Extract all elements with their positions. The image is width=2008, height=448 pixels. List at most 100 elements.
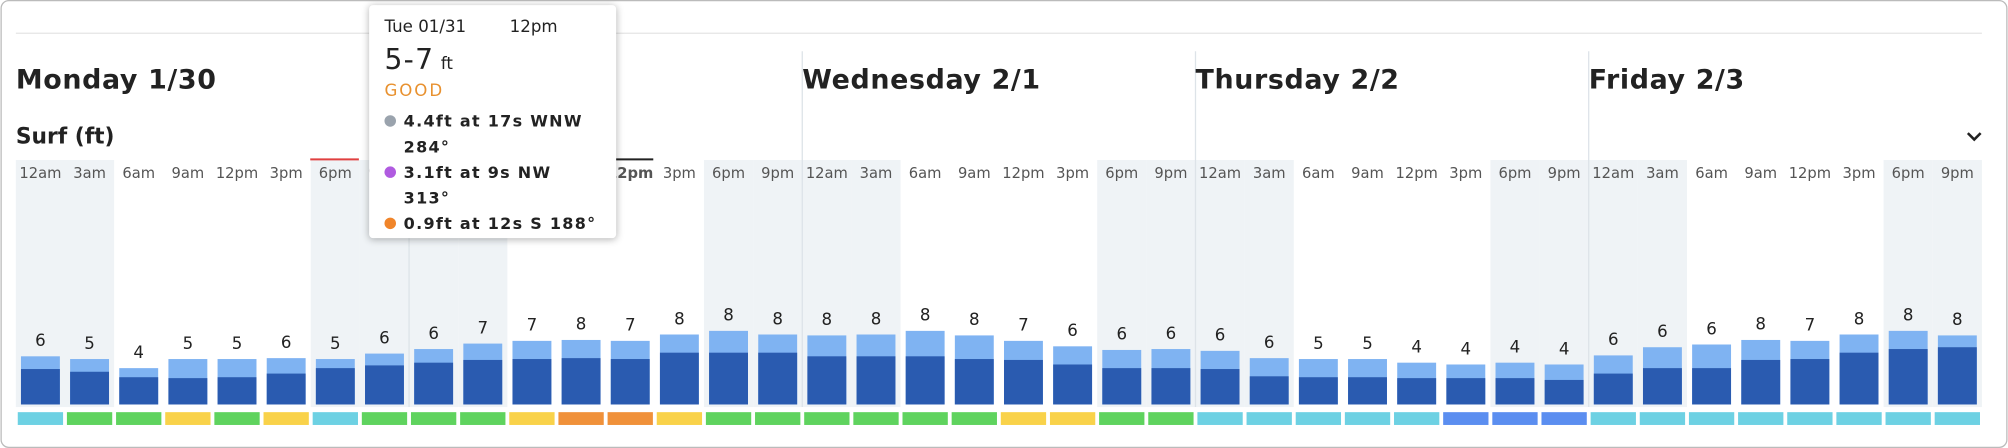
bar-min — [1495, 378, 1535, 405]
bar-label: 8 — [1903, 306, 1914, 325]
x-tick-label: 12am — [19, 165, 61, 182]
bar-min — [168, 378, 208, 405]
bar-label: 8 — [871, 309, 882, 328]
bar-min — [905, 356, 945, 405]
bar-label: 7 — [1805, 316, 1816, 335]
bar-label: 5 — [1313, 334, 1324, 353]
collapse-chevron[interactable] — [1966, 132, 1982, 142]
condition — [165, 412, 211, 425]
x-tick-label: 12am — [1592, 165, 1634, 182]
condition — [1492, 412, 1538, 425]
tooltip-wrap: Tue 01/31 12pm 5-7 ft GOOD 4.4ft at 17s … — [369, 5, 617, 239]
condition — [558, 412, 604, 425]
swell-text: 3.1ft at 9s NW 313° — [403, 162, 552, 208]
bar-label: 6 — [1166, 324, 1177, 343]
x-tick-label: 3am — [73, 165, 106, 182]
condition — [1541, 412, 1587, 425]
bar-min — [659, 352, 699, 405]
bar-label: 8 — [576, 315, 587, 334]
bar-label: 6 — [35, 331, 46, 350]
condition — [17, 412, 64, 425]
x-tick-label: 6pm — [1892, 165, 1925, 182]
bar-min — [807, 356, 847, 405]
condition — [1443, 412, 1489, 425]
condition — [1394, 412, 1440, 425]
condition — [1639, 412, 1686, 425]
condition — [66, 412, 113, 425]
bar-label: 8 — [969, 310, 980, 329]
bar-min — [1888, 349, 1928, 405]
bar-min — [1200, 369, 1240, 405]
x-tick-label: 6pm — [712, 165, 745, 182]
condition — [1295, 412, 1342, 425]
condition — [607, 412, 653, 425]
tooltip-head: Tue 01/31 12pm — [384, 18, 600, 37]
x-tick-label: 9am — [172, 165, 205, 182]
x-tick-label: 12pm — [1395, 165, 1437, 182]
condition — [1934, 412, 1980, 425]
swell-dot — [384, 115, 396, 127]
bar-label: 6 — [1706, 319, 1717, 338]
swell: 0.9ft at 12s S 188° — [384, 211, 600, 237]
condition — [509, 412, 555, 425]
x-tick-label: 9am — [1744, 165, 1777, 182]
condition — [1099, 412, 1145, 425]
bar-min — [758, 352, 798, 405]
bar-min — [20, 369, 60, 405]
x-tick-label: 3pm — [1843, 165, 1876, 182]
condition — [853, 412, 899, 425]
bar-label: 8 — [723, 306, 734, 325]
bar-min — [1102, 368, 1142, 405]
condition — [755, 412, 801, 425]
swell-dot — [384, 166, 396, 178]
x-tick-label: 9pm — [1154, 165, 1187, 182]
tooltip-unit: ft — [440, 55, 453, 75]
day-heading: Friday 2/3 — [1589, 64, 1745, 95]
tooltip-time: 12pm — [509, 17, 558, 38]
bar-label: 4 — [133, 343, 144, 362]
condition — [460, 412, 506, 425]
x-tick-label: 6am — [122, 165, 155, 182]
day-heading: Wednesday 2/1 — [802, 64, 1040, 95]
bar-min — [1151, 368, 1191, 405]
x-tick-label: 9pm — [1941, 165, 1974, 182]
x-tick-label: 3pm — [270, 165, 303, 182]
x-tick-label: 6pm — [1105, 165, 1138, 182]
tooltip-height: 5-7 ft — [384, 45, 600, 77]
swell-list: 4.4ft at 17s WNW 284° 3.1ft at 9s NW 313°… — [384, 109, 600, 237]
swell: 4.4ft at 17s WNW 284° — [384, 109, 600, 160]
condition — [1590, 412, 1636, 425]
condition — [263, 412, 309, 425]
bar-min — [1446, 378, 1486, 405]
condition — [1688, 412, 1735, 425]
x-tick-label: 6pm — [1498, 165, 1531, 182]
day-heading: Monday 1/30 — [16, 64, 217, 95]
bar-label: 6 — [1116, 325, 1127, 344]
bar-min — [1937, 347, 1977, 405]
x-tick-label: 6pm — [319, 165, 352, 182]
condition — [410, 412, 457, 425]
swell-dot — [384, 217, 396, 230]
bar-min — [1593, 373, 1633, 405]
bar-label: 8 — [1952, 310, 1963, 329]
bar-label: 5 — [1362, 334, 1373, 353]
bar-label: 5 — [330, 334, 341, 353]
bar-label: 8 — [674, 309, 685, 328]
condition — [361, 412, 408, 425]
bar-label: 7 — [1018, 316, 1029, 335]
bar-label: 6 — [1608, 330, 1619, 349]
swell-text: 0.9ft at 12s S 188° — [403, 213, 597, 233]
condition — [902, 412, 948, 425]
x-tick-label: 6am — [909, 165, 942, 182]
bar-min — [414, 362, 454, 405]
day-heading: Thursday 2/2 — [1195, 64, 1399, 95]
bar-label: 5 — [183, 334, 194, 353]
bar-label: 7 — [625, 316, 636, 335]
condition — [116, 412, 162, 425]
condition — [312, 412, 358, 425]
bar-min — [463, 359, 503, 405]
bar-label: 7 — [477, 318, 488, 337]
bar-label: 8 — [822, 310, 833, 329]
